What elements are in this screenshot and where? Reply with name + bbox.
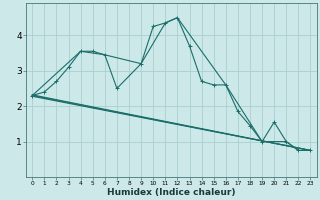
X-axis label: Humidex (Indice chaleur): Humidex (Indice chaleur)	[107, 188, 236, 197]
